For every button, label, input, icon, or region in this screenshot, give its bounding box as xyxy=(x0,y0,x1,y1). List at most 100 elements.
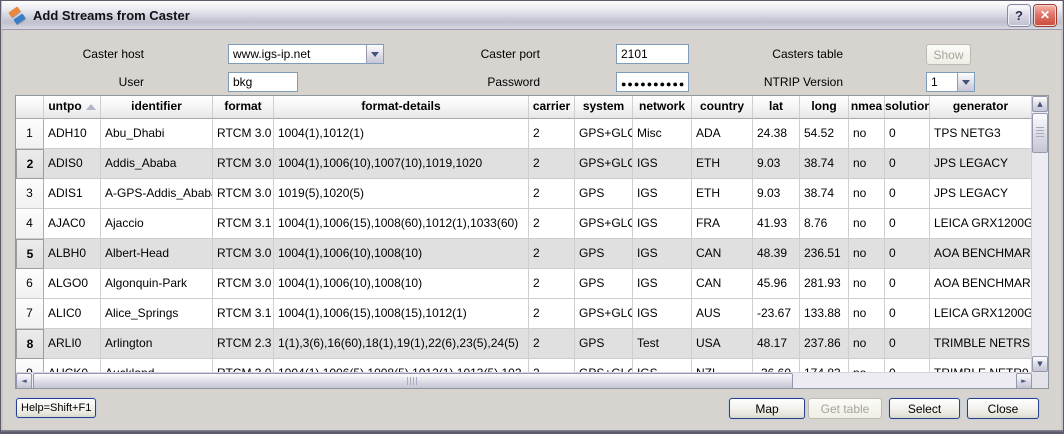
table-cell: A-GPS-Addis_Ababa xyxy=(101,179,213,209)
row-number[interactable]: 8 xyxy=(16,329,44,359)
get-table-button[interactable]: Get table xyxy=(808,398,882,419)
table-cell: RTCM 3.1 xyxy=(213,299,274,329)
table-cell: RTCM 3.0 xyxy=(213,359,274,372)
table-cell: 1004(1),1006(15),1008(15),1012(1) xyxy=(274,299,529,329)
table-cell: IGS xyxy=(633,269,692,299)
table-cell: 1004(1),1012(1) xyxy=(274,119,529,149)
window-title: Add Streams from Caster xyxy=(33,7,190,23)
ntrip-version-combobox[interactable]: 1 xyxy=(926,72,975,92)
table-cell: AOA BENCHMARK xyxy=(930,239,1032,269)
close-icon[interactable]: ✕ xyxy=(1034,4,1056,26)
table-cell: 0 xyxy=(885,299,930,329)
table-row[interactable]: 3 ADIS1 A-GPS-Addis_Ababa RTCM 3.0 1019(5),1… xyxy=(16,179,1032,209)
ntrip-version-value: 1 xyxy=(931,75,938,89)
column-header-identifier[interactable]: identifier xyxy=(101,96,213,119)
row-number[interactable]: 1 xyxy=(16,119,44,149)
user-label: User xyxy=(118,75,144,89)
show-button[interactable]: Show xyxy=(926,44,971,65)
vertical-scroll-thumb[interactable] xyxy=(1032,113,1048,153)
column-header-system[interactable]: system xyxy=(575,96,633,119)
table-cell: no xyxy=(849,179,885,209)
table-cell: ADA xyxy=(692,119,753,149)
table-row[interactable]: 9AUCK0AucklandRTCM 3.01004(1),1006(5),10… xyxy=(16,359,1032,372)
table-cell: 281.93 xyxy=(800,269,849,299)
horizontal-scroll-thumb[interactable] xyxy=(33,373,793,388)
column-header-nmea[interactable]: nmea xyxy=(849,96,885,119)
scroll-left-icon[interactable]: ◄ xyxy=(16,373,32,388)
table-cell: LEICA GRX1200GG xyxy=(930,209,1032,239)
horizontal-scrollbar[interactable]: ◄ ► xyxy=(16,372,1032,388)
table-cell: Addis_Ababa xyxy=(101,149,213,179)
table-cell: no xyxy=(849,239,885,269)
titlebar-help-button[interactable]: ? xyxy=(1008,4,1030,26)
chevron-down-icon[interactable] xyxy=(366,45,383,63)
table-cell: IGS xyxy=(633,239,692,269)
column-header-format[interactable]: format xyxy=(213,96,274,119)
row-number[interactable]: 9 xyxy=(16,359,44,372)
column-header-country[interactable]: country xyxy=(692,96,753,119)
column-header-lat[interactable]: lat xyxy=(753,96,800,119)
caster-port-label: Caster port xyxy=(480,47,540,61)
row-number[interactable]: 6 xyxy=(16,269,44,299)
table-cell: GPS+GLO xyxy=(575,149,633,179)
table-cell: RTCM 3.0 xyxy=(213,149,274,179)
table-cell: no xyxy=(849,269,885,299)
select-button[interactable]: Select xyxy=(889,398,960,419)
row-number[interactable]: 4 xyxy=(16,209,44,239)
table-cell: 1004(1),1006(5),1008(5),1012(1),1013(5),… xyxy=(274,359,529,372)
caster-host-combobox[interactable]: www.igs-ip.net xyxy=(228,44,384,64)
row-number[interactable]: 5 xyxy=(16,239,44,269)
column-header-network[interactable]: network xyxy=(633,96,692,119)
vertical-scrollbar[interactable]: ▲ ▼ xyxy=(1032,96,1048,372)
table-cell: TPS NETG3 xyxy=(930,119,1032,149)
table-row[interactable]: 2 ADIS0 Addis_Ababa RTCM 3.0 1004(1),1006(10… xyxy=(16,149,1032,179)
table-cell: LEICA GRX1200GG xyxy=(930,299,1032,329)
row-number[interactable]: 7 xyxy=(16,299,44,329)
row-number[interactable]: 2 xyxy=(16,149,44,179)
help-shortcut-button[interactable]: Help=Shift+F1 xyxy=(16,398,97,418)
table-cell: 0 xyxy=(885,239,930,269)
scroll-down-icon[interactable]: ▼ xyxy=(1032,356,1048,372)
table-row[interactable]: 8 ARLI0 Arlington RTCM 2.3 1(1),3(6),16(60),… xyxy=(16,329,1032,359)
user-input[interactable] xyxy=(228,72,298,92)
table-cell: FRA xyxy=(692,209,753,239)
chevron-down-icon[interactable] xyxy=(957,73,974,91)
streams-table: untpo identifier format format-details carri… xyxy=(15,95,1049,389)
password-input[interactable] xyxy=(616,72,689,92)
table-cell: 38.74 xyxy=(800,179,849,209)
column-header-format-details[interactable]: format-details xyxy=(274,96,529,119)
map-button[interactable]: Map xyxy=(729,398,805,419)
title-bar[interactable]: Add Streams from Caster ? ✕ xyxy=(2,1,1062,30)
scroll-right-icon[interactable]: ► xyxy=(1016,373,1032,388)
table-row[interactable]: 4 AJAC0 Ajaccio RTCM 3.1 1004(1),1006(15),10… xyxy=(16,209,1032,239)
table-cell: 2 xyxy=(529,179,575,209)
table-row[interactable]: 7 ALIC0 Alice_Springs RTCM 3.1 1004(1),1006(… xyxy=(16,299,1032,329)
table-cell: 174.83 xyxy=(800,359,849,372)
column-header-solution[interactable]: solution xyxy=(885,96,930,119)
table-cell: RTCM 3.0 xyxy=(213,179,274,209)
table-body: 1 ADH10 Abu_Dhabi RTCM 3.0 1004(1),1012(1) 2 G… xyxy=(16,119,1032,372)
table-cell: GPS+GLO xyxy=(575,299,633,329)
table-cell: JPS LEGACY xyxy=(930,149,1032,179)
table-cell: 48.39 xyxy=(753,239,800,269)
table-cell: GPS xyxy=(575,269,633,299)
caster-port-input[interactable] xyxy=(616,44,689,64)
table-cell: ALGO0 xyxy=(44,269,101,299)
table-cell: 2 xyxy=(529,269,575,299)
table-cell: AUS xyxy=(692,299,753,329)
column-header-carrier[interactable]: carrier xyxy=(529,96,575,119)
table-cell: IGS xyxy=(633,359,692,372)
table-row[interactable]: 6 ALGO0 Algonquin-Park RTCM 3.0 1004(1),1006… xyxy=(16,269,1032,299)
column-header-long[interactable]: long xyxy=(800,96,849,119)
row-number[interactable]: 3 xyxy=(16,179,44,209)
column-header-untpo[interactable]: untpo xyxy=(44,96,101,119)
scroll-up-icon[interactable]: ▲ xyxy=(1032,96,1048,112)
table-cell: 54.52 xyxy=(800,119,849,149)
table-row[interactable]: 1 ADH10 Abu_Dhabi RTCM 3.0 1004(1),1012(1) 2 G… xyxy=(16,119,1032,149)
row-number-header[interactable] xyxy=(16,96,44,119)
table-row[interactable]: 5 ALBH0 Albert-Head RTCM 3.0 1004(1),1006(10… xyxy=(16,239,1032,269)
close-button[interactable]: Close xyxy=(967,398,1039,419)
column-header-generator[interactable]: generator xyxy=(930,96,1032,119)
table-cell: ALBH0 xyxy=(44,239,101,269)
